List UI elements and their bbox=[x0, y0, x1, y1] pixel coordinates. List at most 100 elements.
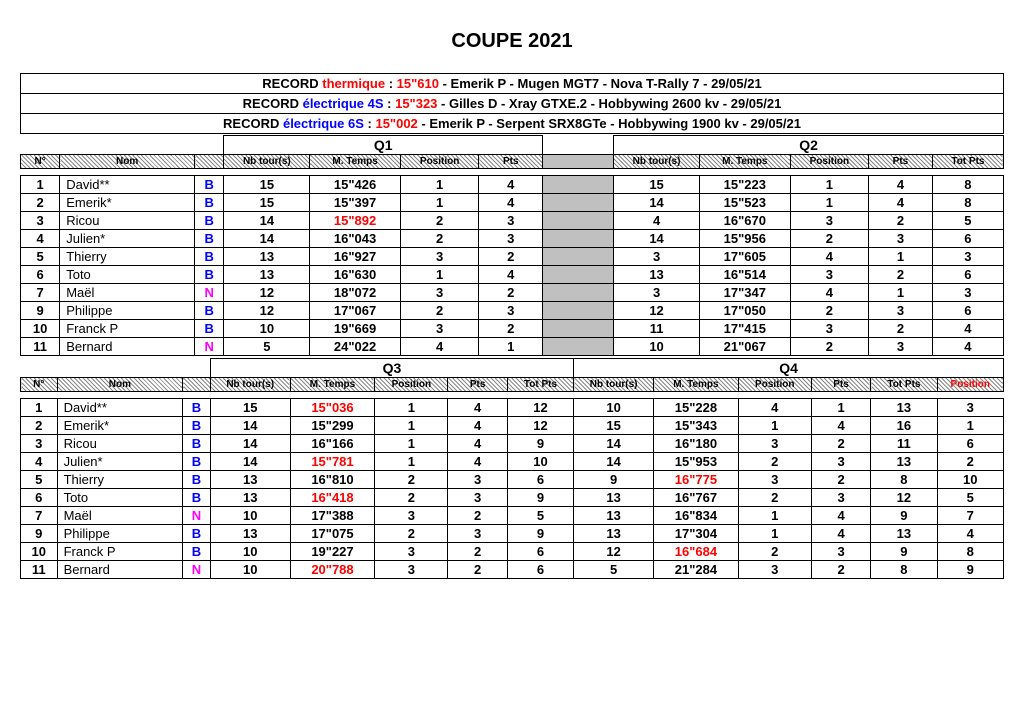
cell-n: 1 bbox=[21, 176, 60, 194]
cell-mt: 16"670 bbox=[699, 212, 790, 230]
cell-final-pos: 6 bbox=[937, 435, 1003, 453]
cell-nom: Toto bbox=[60, 266, 195, 284]
cell-n: 2 bbox=[21, 194, 60, 212]
cell-pos: 2 bbox=[790, 302, 868, 320]
cell-grade: B bbox=[195, 194, 224, 212]
table-row: 5ThierryB1316"810236916"77532810 bbox=[21, 471, 1004, 489]
cell-pos: 3 bbox=[738, 471, 811, 489]
cell-pos: 3 bbox=[790, 266, 868, 284]
cell-nb: 13 bbox=[224, 266, 310, 284]
cell-tot: 9 bbox=[871, 507, 937, 525]
cell-final-pos: 4 bbox=[937, 525, 1003, 543]
cell-mt: 17"067 bbox=[310, 302, 401, 320]
cell-pts: 4 bbox=[448, 435, 507, 453]
cell-final-pos: 8 bbox=[937, 543, 1003, 561]
table-row: 7MaëlN1218"07232317"347413 bbox=[21, 284, 1004, 302]
cell-grade: B bbox=[183, 525, 210, 543]
cell-pts: 2 bbox=[448, 543, 507, 561]
cell-mt: 15"781 bbox=[290, 453, 375, 471]
cell-mt: 16"775 bbox=[654, 471, 739, 489]
cell-mt: 16"043 bbox=[310, 230, 401, 248]
table-row: 2Emerik*B1415"29914121515"34314161 bbox=[21, 417, 1004, 435]
cell-n: 6 bbox=[21, 489, 58, 507]
table-row: 10Franck PB1019"2273261216"6842398 bbox=[21, 543, 1004, 561]
table-row: 10Franck PB1019"669321117"415324 bbox=[21, 320, 1004, 338]
cell-pos: 3 bbox=[738, 435, 811, 453]
col-nom: Nom bbox=[60, 155, 195, 169]
cell-pts: 1 bbox=[479, 338, 543, 356]
cell-pts: 1 bbox=[869, 248, 933, 266]
record-line: RECORD électrique 4S : 15"323 - Gilles D… bbox=[20, 93, 1004, 114]
cell-nom: David** bbox=[57, 399, 183, 417]
cell-mt: 18"072 bbox=[310, 284, 401, 302]
cell-nb: 12 bbox=[614, 302, 700, 320]
cell-pts: 4 bbox=[479, 194, 543, 212]
cell-n: 10 bbox=[21, 320, 60, 338]
table-row: 1David**B1515"426141515"223148 bbox=[21, 176, 1004, 194]
col-final-pos: Position bbox=[937, 378, 1003, 392]
cell-tot: 5 bbox=[507, 507, 573, 525]
cell-pts: 3 bbox=[479, 230, 543, 248]
cell-final-pos: 5 bbox=[937, 489, 1003, 507]
cell-nb: 4 bbox=[614, 212, 700, 230]
cell-pos: 2 bbox=[738, 489, 811, 507]
cell-pts: 3 bbox=[448, 489, 507, 507]
cell-pos: 2 bbox=[738, 453, 811, 471]
table-row: 4Julien*B1416"043231415"956236 bbox=[21, 230, 1004, 248]
cell-n: 3 bbox=[21, 212, 60, 230]
cell-pts: 3 bbox=[869, 338, 933, 356]
cell-pos: 3 bbox=[400, 284, 478, 302]
cell-pos: 1 bbox=[400, 176, 478, 194]
cell-mt: 15"228 bbox=[654, 399, 739, 417]
q-header: Q4 bbox=[574, 359, 1004, 378]
col-mt: M. Temps bbox=[699, 155, 790, 169]
results-block-2: Q3Q4N°NomNb tour(s)M. TempsPositionPtsTo… bbox=[20, 358, 1004, 579]
cell-mt: 16"834 bbox=[654, 507, 739, 525]
q-header: Q2 bbox=[614, 136, 1004, 155]
cell-nb: 11 bbox=[614, 320, 700, 338]
cell-pos: 3 bbox=[375, 507, 448, 525]
cell-tot: 12 bbox=[871, 489, 937, 507]
cell-nb: 5 bbox=[224, 338, 310, 356]
cell-pts: 2 bbox=[811, 561, 870, 579]
cell-tot: 4 bbox=[932, 338, 1003, 356]
cell-pts: 2 bbox=[479, 248, 543, 266]
cell-nb: 10 bbox=[574, 399, 654, 417]
cell-tot: 4 bbox=[932, 320, 1003, 338]
cell-grade: B bbox=[183, 471, 210, 489]
cell-n: 11 bbox=[21, 338, 60, 356]
col-mt: M. Temps bbox=[310, 155, 401, 169]
cell-pos: 2 bbox=[738, 543, 811, 561]
cell-pts: 3 bbox=[811, 489, 870, 507]
cell-pts: 4 bbox=[869, 194, 933, 212]
cell-mt: 16"166 bbox=[290, 435, 375, 453]
cell-pos: 2 bbox=[400, 302, 478, 320]
cell-tot: 6 bbox=[932, 302, 1003, 320]
col-mt: M. Temps bbox=[654, 378, 739, 392]
cell-pts: 3 bbox=[479, 212, 543, 230]
cell-pos: 2 bbox=[375, 471, 448, 489]
cell-pts: 4 bbox=[479, 266, 543, 284]
results-table: Q3Q4N°NomNb tour(s)M. TempsPositionPtsTo… bbox=[20, 358, 1004, 579]
col-pos: Position bbox=[375, 378, 448, 392]
col-n: N° bbox=[21, 155, 60, 169]
spacer bbox=[543, 212, 614, 230]
cell-grade: B bbox=[183, 543, 210, 561]
cell-tot: 3 bbox=[932, 248, 1003, 266]
cell-tot: 12 bbox=[507, 417, 573, 435]
cell-pts: 4 bbox=[479, 176, 543, 194]
cell-grade: B bbox=[183, 399, 210, 417]
cell-pts: 2 bbox=[479, 320, 543, 338]
cell-nb: 13 bbox=[574, 507, 654, 525]
cell-nb: 10 bbox=[224, 320, 310, 338]
table-row: 6TotoB1316"630141316"514326 bbox=[21, 266, 1004, 284]
table-row: 1David**B1515"03614121015"22841133 bbox=[21, 399, 1004, 417]
cell-pos: 3 bbox=[790, 320, 868, 338]
cell-pts: 2 bbox=[479, 284, 543, 302]
cell-pts: 3 bbox=[869, 302, 933, 320]
spacer bbox=[543, 230, 614, 248]
cell-mt: 15"299 bbox=[290, 417, 375, 435]
cell-n: 9 bbox=[21, 302, 60, 320]
results-table: Q1Q2N°NomNb tour(s)M. TempsPositionPtsNb… bbox=[20, 135, 1004, 356]
table-row: 11BernardN1020"788326521"2843289 bbox=[21, 561, 1004, 579]
